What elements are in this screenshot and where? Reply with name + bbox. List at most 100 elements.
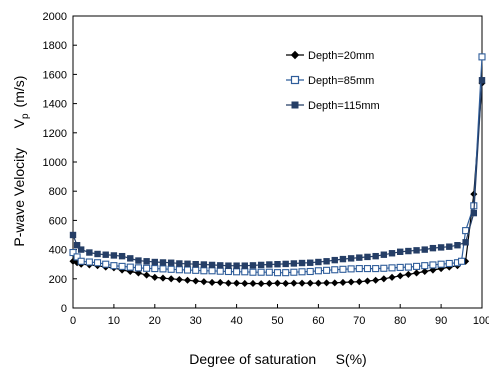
legend-label-depth-115: Depth=115mm <box>308 100 380 112</box>
x-tick-label: 10 <box>108 315 120 327</box>
data-point <box>437 244 445 251</box>
data-point <box>355 278 363 286</box>
data-point <box>118 252 126 260</box>
data-point <box>372 265 380 273</box>
data-point <box>421 246 428 253</box>
data-point <box>421 267 429 276</box>
data-point <box>282 279 290 288</box>
data-point <box>273 269 282 277</box>
data-point <box>126 263 134 271</box>
data-point <box>69 248 77 257</box>
data-point <box>217 262 224 269</box>
data-point <box>94 250 101 258</box>
data-point <box>143 264 151 272</box>
data-point <box>372 276 380 284</box>
y-tick-label: 400 <box>49 245 67 257</box>
data-point <box>405 247 412 255</box>
y-tick-label: 0 <box>61 303 67 315</box>
data-point <box>347 265 355 273</box>
data-point <box>167 265 175 273</box>
data-point <box>77 246 85 253</box>
data-point <box>397 248 404 255</box>
data-point <box>134 264 142 272</box>
data-point <box>224 267 232 276</box>
data-point <box>110 262 118 270</box>
data-point <box>241 279 249 288</box>
y-axis-label-unit: (m/s) <box>11 76 27 108</box>
data-point <box>396 272 404 280</box>
data-point <box>331 266 339 274</box>
data-point <box>224 279 232 287</box>
data-point <box>73 253 81 261</box>
data-point <box>175 266 183 274</box>
y-tick-label: 2000 <box>43 11 67 23</box>
data-point <box>323 258 330 265</box>
data-point <box>85 258 93 266</box>
data-point <box>143 258 150 265</box>
data-point <box>380 275 388 283</box>
data-point <box>306 279 314 287</box>
data-point <box>135 257 142 264</box>
data-point <box>347 278 355 286</box>
data-point <box>363 265 372 273</box>
data-point <box>372 252 379 260</box>
data-point <box>282 269 290 277</box>
data-point <box>454 242 461 249</box>
data-point <box>388 264 396 272</box>
data-point <box>413 247 420 254</box>
y-tick-label: 1000 <box>43 157 67 169</box>
data-point <box>339 278 347 286</box>
legend-marker-depth-85 <box>290 75 300 85</box>
data-point <box>339 255 347 263</box>
legend-marker-depth-115 <box>291 101 299 109</box>
data-point <box>77 257 85 265</box>
legend: Depth=20mm Depth=85mm Depth=115mm <box>286 50 380 112</box>
x-axis-label: Degree of saturation S(%) <box>189 351 366 367</box>
x-axis-ticks: 0 10 20 30 40 50 60 70 80 90 100 <box>70 304 489 327</box>
y-tick-label: 1400 <box>43 99 67 111</box>
data-point <box>118 262 126 270</box>
data-point <box>127 255 134 262</box>
data-point <box>445 259 453 268</box>
data-point <box>192 266 200 274</box>
x-tick-label: 90 <box>435 315 447 327</box>
data-point <box>265 279 273 288</box>
data-point <box>457 257 466 265</box>
data-point <box>364 253 371 261</box>
data-point <box>175 275 183 284</box>
data-point <box>388 273 396 281</box>
data-point <box>282 260 289 268</box>
data-point <box>159 259 167 266</box>
data-point <box>159 265 167 273</box>
y-axis-label: P-wave Velocity V <box>11 118 27 246</box>
series-line <box>72 56 483 274</box>
data-point <box>331 256 338 264</box>
data-point <box>257 261 265 269</box>
data-point <box>208 267 216 275</box>
data-point <box>323 266 331 274</box>
data-point <box>183 276 192 284</box>
data-point <box>298 268 306 276</box>
data-point <box>86 249 93 256</box>
data-point <box>200 278 208 286</box>
data-point <box>184 260 191 267</box>
svg-text:P-wave Velocity Vp(m/s): P-wave Velocity Vp (m/s) <box>11 56 31 274</box>
x-tick-label: 20 <box>149 315 161 327</box>
data-point <box>396 263 404 271</box>
data-point <box>241 268 249 276</box>
series-layer <box>69 53 486 288</box>
data-point <box>249 268 257 276</box>
data-point <box>176 260 183 267</box>
data-point <box>151 273 159 281</box>
legend-label-depth-20: Depth=20mm <box>308 50 374 62</box>
data-point <box>314 279 322 287</box>
data-point <box>200 267 208 275</box>
y-axis-ticks: 0 200 400 600 800 1000 1200 1400 1600 1800 2000 <box>43 11 77 315</box>
data-point <box>413 262 421 270</box>
data-point <box>192 277 200 285</box>
data-point <box>306 267 314 276</box>
series-line <box>72 80 483 267</box>
data-point <box>298 279 306 287</box>
data-point <box>93 259 102 267</box>
legend-item-depth-20: Depth=20mm <box>286 50 374 62</box>
